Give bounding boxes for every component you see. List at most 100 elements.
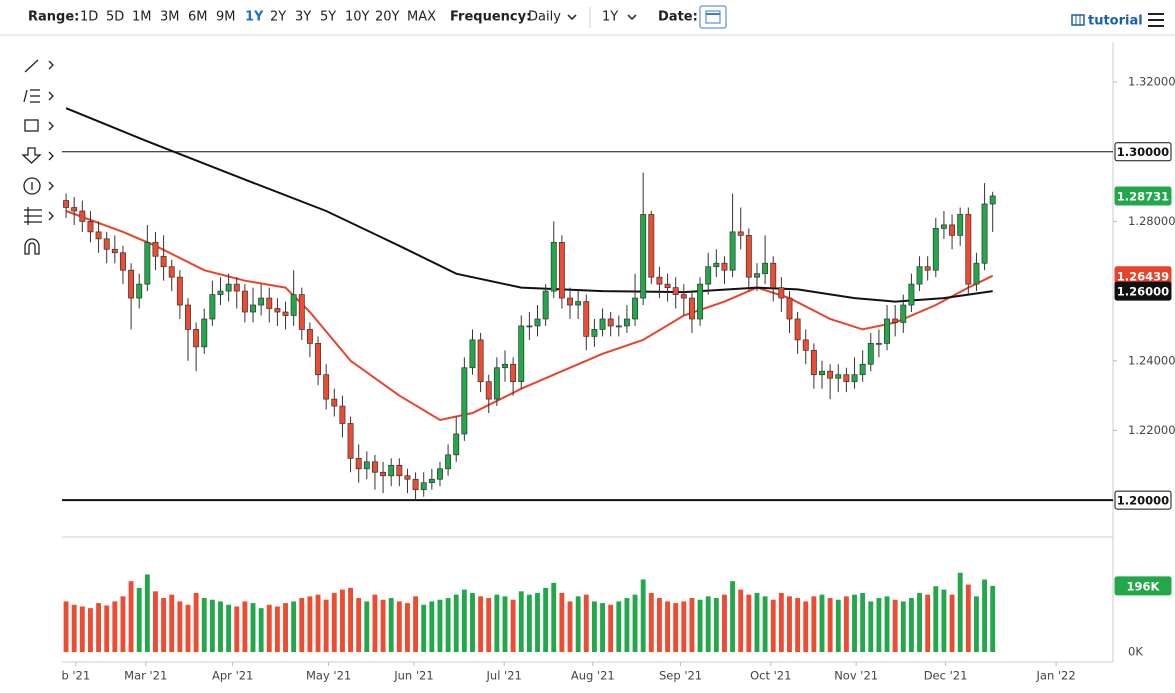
range-option[interactable]: 5D	[106, 10, 124, 25]
volume-bar	[153, 591, 158, 652]
range-option[interactable]: 9M	[216, 10, 236, 25]
menu-button[interactable]	[1148, 13, 1164, 27]
tool-line[interactable]	[24, 59, 54, 73]
range-label: Range:	[28, 10, 79, 25]
candle-body	[989, 195, 996, 205]
candle-body	[363, 461, 370, 470]
volume-bar	[177, 601, 183, 652]
range-option[interactable]: 6M	[188, 10, 208, 25]
range-option[interactable]: 5Y	[320, 10, 336, 25]
x-tick-label: Oct '21	[750, 669, 791, 683]
badge-box	[1114, 142, 1172, 162]
volume-bar	[185, 604, 191, 652]
candle-body	[965, 214, 972, 285]
chevron[interactable]	[627, 14, 637, 21]
candle-body	[615, 325, 622, 328]
volume-bar	[738, 589, 744, 652]
candle-body	[502, 363, 508, 369]
volume-bar	[575, 596, 581, 652]
range-option[interactable]: 3M	[160, 10, 180, 25]
volume-bar	[250, 603, 256, 652]
frequency-select[interactable]: Daily	[528, 10, 561, 25]
range-option[interactable]: 3Y	[295, 10, 311, 25]
candle-body	[697, 283, 704, 320]
badge-box	[1114, 490, 1172, 510]
candle-body	[388, 464, 395, 477]
candle-body	[144, 241, 151, 285]
tutorial-link[interactable]: tutorial	[1071, 14, 1143, 29]
volume-bar	[835, 599, 841, 652]
tutorial-text[interactable]: tutorial	[1088, 14, 1143, 29]
tool-number[interactable]	[23, 177, 54, 195]
volume-bar	[908, 598, 914, 652]
volume-bar	[673, 603, 679, 652]
candle-body	[867, 343, 874, 365]
volume-bar	[429, 601, 435, 652]
range-group: 1D 5D 1M 3M 6M 9M 1Y 2Y 3Y 5Y 10Y 20Y MAX	[80, 10, 436, 25]
volume-bar	[632, 594, 638, 652]
volume-bar	[648, 592, 654, 652]
candle-body	[469, 339, 476, 369]
range-option[interactable]: 1Y	[245, 10, 264, 25]
candle-body	[778, 287, 785, 299]
volume-bar	[112, 601, 118, 652]
volume-bar	[884, 596, 890, 652]
tool-rect[interactable]	[24, 119, 54, 132]
chevron[interactable]	[567, 14, 577, 21]
candle-body	[355, 457, 362, 470]
candle-body	[729, 231, 736, 271]
volume-bar	[965, 584, 971, 652]
y-tick-label: 1.32000	[1128, 75, 1175, 89]
range-option[interactable]: 1M	[132, 10, 152, 25]
price-badge: 196K	[1114, 576, 1172, 596]
volume-bar	[787, 596, 792, 652]
range-option[interactable]: 2Y	[270, 10, 286, 25]
volume-bar	[526, 594, 532, 652]
candle-body	[786, 297, 793, 320]
candle-body	[168, 266, 175, 278]
tool-fib[interactable]	[23, 89, 54, 103]
candle-body	[924, 266, 931, 271]
candle-body	[201, 318, 208, 348]
volume-bar	[762, 596, 768, 652]
range-option[interactable]: MAX	[407, 10, 436, 25]
candle-body	[136, 283, 143, 299]
volume-bar	[364, 601, 370, 652]
candle-body	[306, 329, 313, 344]
range-option[interactable]: 1D	[80, 10, 98, 25]
candle-body	[103, 238, 110, 250]
candle-body	[371, 461, 378, 473]
x-tick-label: Jan '22	[1036, 669, 1076, 683]
candle-body	[477, 339, 484, 383]
tool-measure[interactable]	[24, 207, 54, 225]
volume-bar	[567, 601, 573, 652]
y-tick-label: 1.22000	[1128, 423, 1175, 437]
volume-bar	[827, 598, 833, 652]
candle-body	[380, 471, 387, 477]
candle-body	[949, 224, 956, 236]
tool-magnet[interactable]	[24, 238, 40, 255]
tool-arrow[interactable]	[21, 147, 54, 164]
candle-body	[591, 329, 598, 337]
volume-bar	[96, 603, 102, 652]
volume-bar	[616, 601, 622, 652]
x-tick-label: Mar '21	[124, 669, 167, 683]
candle-body	[461, 367, 468, 435]
volume-bar	[803, 601, 809, 652]
volume-bar	[974, 596, 979, 652]
candle-body	[290, 294, 297, 316]
badge-box	[1114, 186, 1172, 206]
period-select[interactable]: 1Y	[602, 10, 618, 25]
x-tick-label: b '21	[61, 669, 90, 683]
plot-area: 1.32000 1.28000 1.24000 1.22000 b '21 Mar '21…	[61, 75, 1175, 683]
moving-average-line	[65, 107, 993, 303]
volume-bar	[144, 574, 150, 652]
volume-bar	[307, 596, 313, 652]
calendar-button[interactable]	[699, 5, 727, 29]
volume-bar	[608, 604, 614, 652]
candle-body	[550, 241, 557, 292]
range-option[interactable]: 20Y	[375, 10, 400, 25]
volume-bar	[957, 572, 963, 652]
range-option[interactable]: 10Y	[345, 10, 370, 25]
